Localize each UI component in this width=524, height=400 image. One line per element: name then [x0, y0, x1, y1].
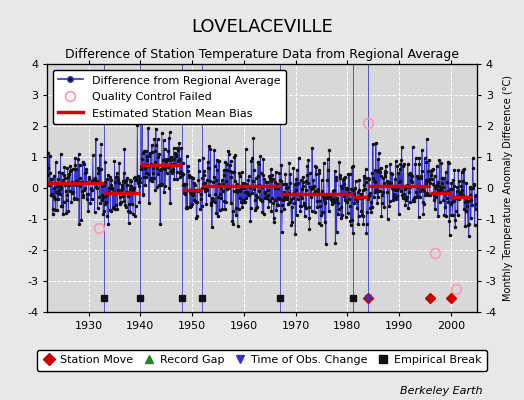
Title: Difference of Station Temperature Data from Regional Average: Difference of Station Temperature Data f…	[65, 48, 459, 62]
Text: Berkeley Earth: Berkeley Earth	[400, 386, 482, 396]
Y-axis label: Monthly Temperature Anomaly Difference (°C): Monthly Temperature Anomaly Difference (…	[503, 75, 512, 301]
Text: LOVELACEVILLE: LOVELACEVILLE	[191, 18, 333, 36]
Legend: Station Move, Record Gap, Time of Obs. Change, Empirical Break: Station Move, Record Gap, Time of Obs. C…	[37, 350, 487, 371]
